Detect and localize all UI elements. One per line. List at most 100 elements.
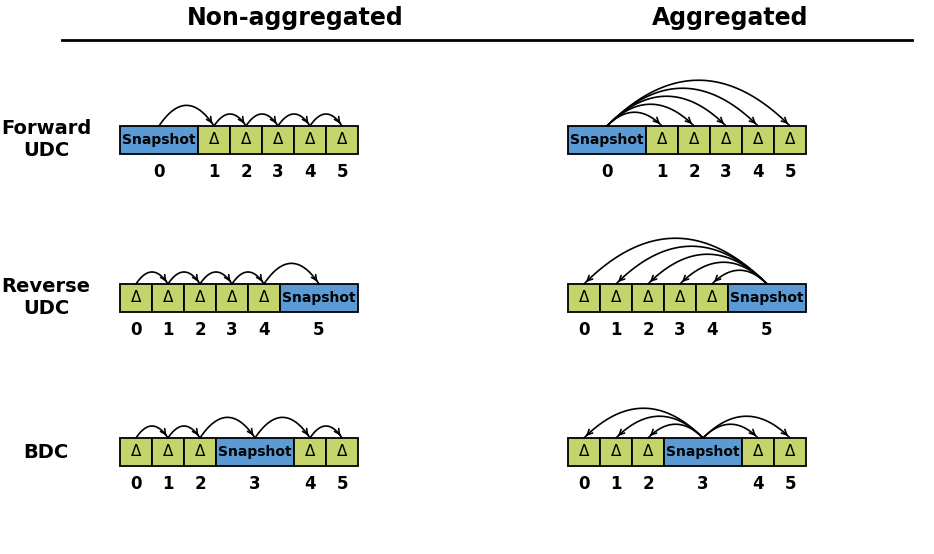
Text: 5: 5 xyxy=(313,321,325,339)
Text: Δ: Δ xyxy=(785,444,795,459)
Bar xyxy=(774,126,806,154)
Text: Δ: Δ xyxy=(227,290,237,305)
Text: Δ: Δ xyxy=(579,444,589,459)
Bar xyxy=(248,284,280,312)
Text: Δ: Δ xyxy=(657,131,667,146)
Bar xyxy=(600,438,632,466)
Text: Δ: Δ xyxy=(337,444,347,459)
Text: 5: 5 xyxy=(336,163,347,181)
Text: Δ: Δ xyxy=(611,290,621,305)
Bar xyxy=(216,438,294,466)
Text: Snapshot: Snapshot xyxy=(730,291,804,305)
Bar xyxy=(742,126,774,154)
Bar xyxy=(710,126,742,154)
Bar xyxy=(774,438,806,466)
Text: Δ: Δ xyxy=(273,131,283,146)
Text: 1: 1 xyxy=(163,475,174,493)
Bar xyxy=(568,438,600,466)
Text: 1: 1 xyxy=(208,163,219,181)
Bar xyxy=(632,438,664,466)
Text: Δ: Δ xyxy=(721,131,731,146)
Text: Δ: Δ xyxy=(611,444,621,459)
Text: Δ: Δ xyxy=(304,131,315,146)
Bar xyxy=(696,284,728,312)
Bar xyxy=(120,284,152,312)
Text: 3: 3 xyxy=(720,163,732,181)
Text: Δ: Δ xyxy=(131,290,141,305)
Text: Δ: Δ xyxy=(688,131,700,146)
Text: Δ: Δ xyxy=(643,290,653,305)
Text: 2: 2 xyxy=(194,475,205,493)
Bar xyxy=(678,126,710,154)
Bar xyxy=(568,284,600,312)
Bar xyxy=(664,438,742,466)
Bar xyxy=(120,438,152,466)
Text: Δ: Δ xyxy=(579,290,589,305)
Text: Δ: Δ xyxy=(674,290,686,305)
Text: Forward
UDC: Forward UDC xyxy=(1,120,92,161)
Text: Δ: Δ xyxy=(195,290,205,305)
Bar xyxy=(664,284,696,312)
Text: 1: 1 xyxy=(610,321,622,339)
Text: Snapshot: Snapshot xyxy=(219,445,291,459)
Text: 1: 1 xyxy=(657,163,668,181)
Text: Δ: Δ xyxy=(643,444,653,459)
Bar xyxy=(326,126,358,154)
Text: 0: 0 xyxy=(601,163,613,181)
Text: 5: 5 xyxy=(785,163,796,181)
Text: Δ: Δ xyxy=(753,444,763,459)
Bar xyxy=(262,126,294,154)
Bar xyxy=(184,284,216,312)
Text: Δ: Δ xyxy=(753,131,763,146)
Text: Δ: Δ xyxy=(131,444,141,459)
Bar xyxy=(198,126,230,154)
Text: 2: 2 xyxy=(194,321,205,339)
Bar xyxy=(632,284,664,312)
Text: 2: 2 xyxy=(240,163,252,181)
Text: 0: 0 xyxy=(130,475,142,493)
Bar xyxy=(152,284,184,312)
Text: 0: 0 xyxy=(130,321,142,339)
Text: 0: 0 xyxy=(578,321,589,339)
Text: 4: 4 xyxy=(752,163,764,181)
Bar xyxy=(600,284,632,312)
Text: Snapshot: Snapshot xyxy=(282,291,356,305)
Text: Aggregated: Aggregated xyxy=(652,6,808,30)
Text: Δ: Δ xyxy=(163,290,173,305)
Text: 5: 5 xyxy=(336,475,347,493)
Text: Δ: Δ xyxy=(337,131,347,146)
Text: Snapshot: Snapshot xyxy=(666,445,740,459)
Text: 4: 4 xyxy=(706,321,718,339)
Text: BDC: BDC xyxy=(23,443,68,461)
Text: 4: 4 xyxy=(304,475,316,493)
Bar xyxy=(294,126,326,154)
Text: 5: 5 xyxy=(761,321,772,339)
Text: 2: 2 xyxy=(643,475,654,493)
Bar xyxy=(742,438,774,466)
Text: Δ: Δ xyxy=(163,444,173,459)
Bar xyxy=(294,438,326,466)
Text: 3: 3 xyxy=(226,321,238,339)
Text: 1: 1 xyxy=(610,475,622,493)
Bar xyxy=(568,126,646,154)
Text: Δ: Δ xyxy=(209,131,219,146)
Text: 4: 4 xyxy=(752,475,764,493)
Text: 5: 5 xyxy=(785,475,796,493)
Text: Δ: Δ xyxy=(259,290,269,305)
Text: Non-aggregated: Non-aggregated xyxy=(187,6,403,30)
Text: Snapshot: Snapshot xyxy=(122,133,196,147)
Text: 2: 2 xyxy=(643,321,654,339)
Text: 1: 1 xyxy=(163,321,174,339)
Bar xyxy=(216,284,248,312)
Text: Δ: Δ xyxy=(785,131,795,146)
Text: 4: 4 xyxy=(304,163,316,181)
Bar xyxy=(152,438,184,466)
Text: Δ: Δ xyxy=(304,444,315,459)
Text: Δ: Δ xyxy=(707,290,717,305)
Bar xyxy=(728,284,806,312)
Text: 0: 0 xyxy=(578,475,589,493)
Text: 4: 4 xyxy=(258,321,270,339)
Text: 3: 3 xyxy=(272,163,284,181)
Bar xyxy=(120,126,198,154)
Text: 3: 3 xyxy=(697,475,709,493)
